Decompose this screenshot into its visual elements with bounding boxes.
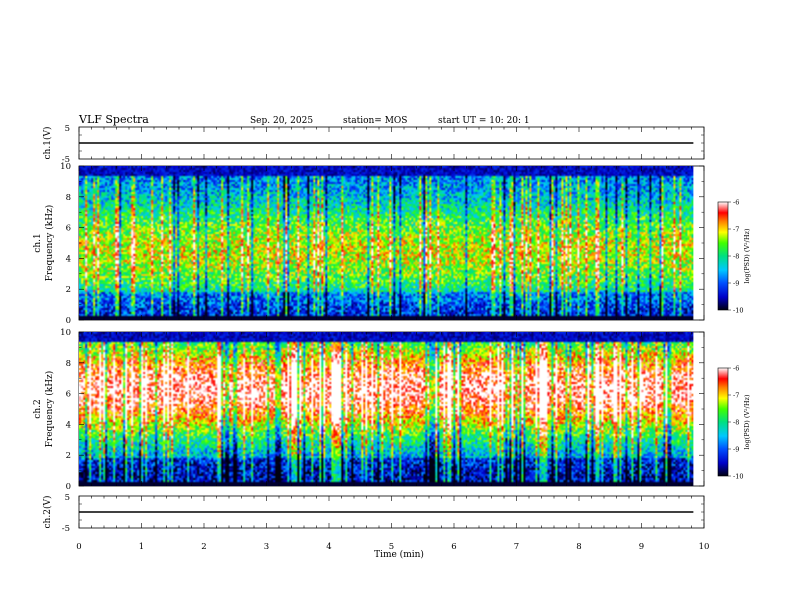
y-tick-label: 8	[66, 359, 71, 369]
ch1-spec-ylabel-frequency: Frequency (kHz)	[44, 205, 55, 282]
ch2-wave-ytick-bottom: -5	[62, 524, 70, 534]
y-tick-label: 6	[66, 390, 71, 400]
colorbar-ch1-gradient	[717, 201, 729, 311]
x-tick-label: 7	[514, 542, 519, 552]
colorbar-tick-label: -8	[733, 253, 739, 261]
y-tick-label: 8	[66, 193, 71, 203]
colorbar-ch1-label: log(PSD) (V²/Hz)	[743, 228, 751, 283]
x-tick-label: 4	[326, 542, 331, 552]
start-time-label: start UT = 10: 20: 1	[438, 116, 530, 126]
colorbar-ch2: -6 -7 -8 -9 -10 log(PSD) (V²/Hz)	[717, 365, 751, 481]
colorbar-tick-label: -10	[733, 307, 743, 315]
spectrogram-panel-ch2: ch.2 Frequency (kHz) 0 2 4 6 8 10	[33, 328, 705, 492]
colorbar-ch2-gradient	[717, 367, 729, 477]
colorbar-tick-label: -6	[733, 199, 739, 207]
spectrogram-ch1-image	[79, 166, 694, 320]
x-axis-label: Time (min)	[374, 549, 424, 560]
y-tick-label: 0	[66, 482, 71, 492]
station-label: station= MOS	[343, 116, 407, 126]
x-tick-label: 10	[699, 542, 710, 552]
spectrogram-panel-ch1: ch.1 Frequency (kHz) 0 2 4 6 8 10	[33, 162, 705, 326]
ch1-wave-ytick-bottom: -5	[62, 155, 70, 165]
colorbar-tick-label: -9	[733, 280, 739, 288]
y-tick-label: 2	[66, 285, 71, 295]
colorbar-ch1: -6 -7 -8 -9 -10 log(PSD) (V²/Hz)	[717, 199, 751, 315]
x-tick-label: 1	[139, 542, 144, 552]
time-axis: 0 1 2 3 4 5 6 7 8 9 10	[76, 542, 709, 552]
y-tick-label: 6	[66, 224, 71, 234]
x-tick-label: 6	[451, 542, 456, 552]
x-tick-label: 9	[639, 542, 644, 552]
spectrogram-ch2-image	[79, 332, 694, 486]
ch1-wave-ytick-top: 5	[65, 124, 70, 134]
figure-title: VLF Spectra	[78, 113, 149, 126]
colorbar-tick-label: -8	[733, 419, 739, 427]
x-tick-label: 0	[76, 542, 81, 552]
x-tick-label: 5	[389, 542, 394, 552]
y-tick-label: 2	[66, 451, 71, 461]
waveform-panel-ch1: 5 -5 ch.1(V)	[42, 124, 705, 165]
colorbar-tick-label: -7	[733, 392, 739, 400]
x-tick-label: 8	[576, 542, 581, 552]
colorbar-tick-label: -10	[733, 473, 743, 481]
date-label: Sep. 20, 2025	[250, 116, 313, 126]
colorbar-tick-label: -6	[733, 365, 739, 373]
x-tick-label: 3	[264, 542, 269, 552]
colorbar-tick-label: -7	[733, 226, 739, 234]
y-tick-label: 10	[60, 328, 71, 338]
ch2-spec-ylabel-channel: ch.2	[33, 399, 43, 418]
y-tick-label: 4	[66, 420, 71, 430]
y-tick-label: 0	[66, 316, 71, 326]
ch2-wave-ytick-top: 5	[65, 493, 70, 503]
waveform-panel-ch2: 5 -5 ch.2(V)	[42, 493, 705, 534]
y-tick-label: 10	[60, 162, 71, 172]
colorbar-ch2-label: log(PSD) (V²/Hz)	[743, 394, 751, 449]
ch1-wave-ylabel: ch.1(V)	[42, 127, 53, 160]
ch2-wave-ylabel: ch.2(V)	[42, 496, 53, 529]
ch1-spec-ylabel-channel: ch.1	[33, 233, 43, 252]
x-tick-label: 2	[201, 542, 206, 552]
ch2-spec-ylabel-frequency: Frequency (kHz)	[44, 371, 55, 448]
y-tick-label: 4	[66, 254, 71, 264]
colorbar-tick-label: -9	[733, 446, 739, 454]
